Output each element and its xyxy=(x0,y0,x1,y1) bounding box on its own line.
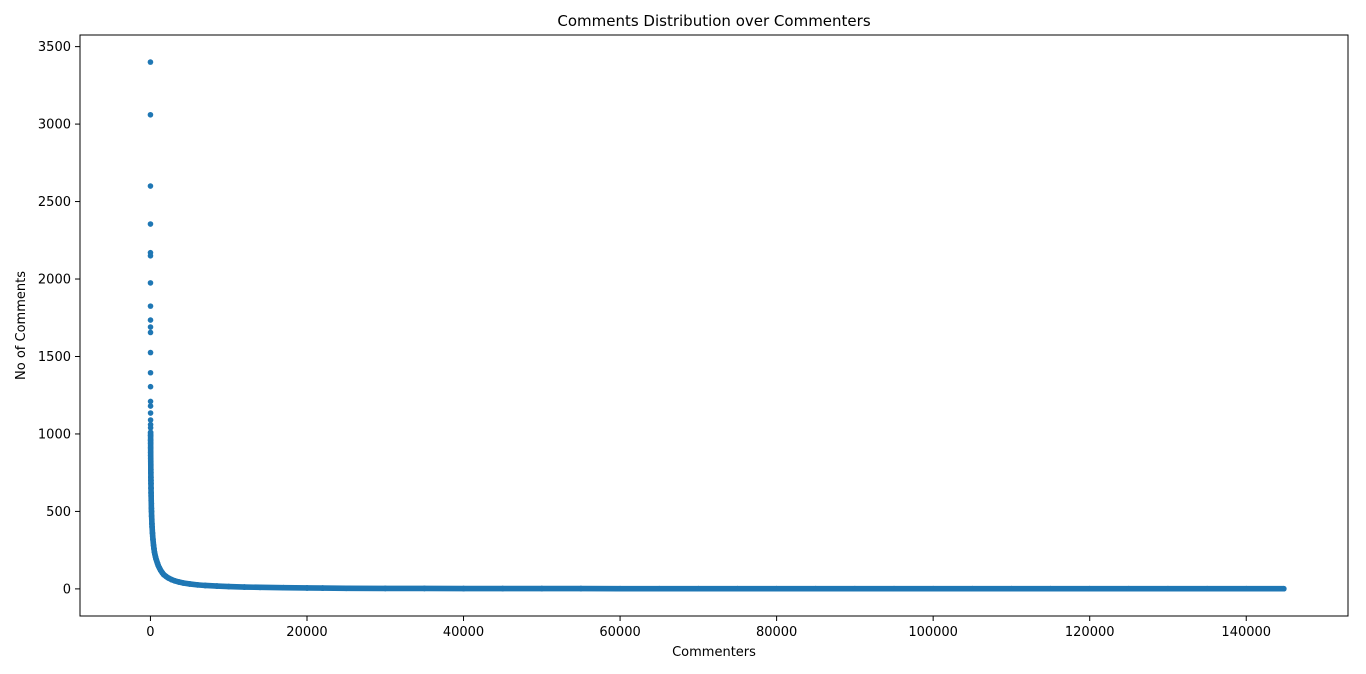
data-point xyxy=(147,183,154,189)
chart-title: Comments Distribution over Commenters xyxy=(557,12,870,30)
data-point xyxy=(147,221,154,227)
y-tick-label: 3000 xyxy=(38,118,71,133)
data-point xyxy=(147,369,154,376)
x-tick-label: 100000 xyxy=(908,625,958,640)
x-tick-label: 60000 xyxy=(599,625,640,640)
x-tick-label: 40000 xyxy=(443,625,484,640)
plot-frame xyxy=(79,34,1349,617)
data-point xyxy=(147,59,154,65)
data-point xyxy=(147,383,154,390)
data-point xyxy=(147,303,154,309)
data-point xyxy=(147,252,154,259)
data-point xyxy=(147,417,154,423)
y-tick-label: 2500 xyxy=(38,195,71,210)
x-tick-label: 20000 xyxy=(286,625,327,640)
x-tick-label: 140000 xyxy=(1221,625,1271,640)
data-point xyxy=(147,280,154,286)
y-axis-label: No of Comments xyxy=(14,271,29,380)
x-axis: 0 20000 40000 60000 80000 100000 120000 140000 xyxy=(146,616,1271,640)
y-tick-label: 3500 xyxy=(38,40,71,55)
data-point xyxy=(147,111,154,118)
points-layer xyxy=(147,59,1287,592)
data-point xyxy=(147,324,154,330)
y-axis: 0 500 1000 1500 2000 2500 3000 3500 xyxy=(38,40,80,597)
x-tick-label: 80000 xyxy=(756,625,797,640)
data-point xyxy=(147,424,154,431)
data-point xyxy=(147,349,154,356)
x-axis-label: Commenters xyxy=(672,645,756,660)
x-tick-label: 0 xyxy=(146,625,154,640)
data-point xyxy=(147,410,154,416)
y-tick-label: 1000 xyxy=(38,427,71,442)
data-point xyxy=(147,398,154,405)
data-point xyxy=(147,403,154,409)
data-point xyxy=(147,317,154,323)
y-tick-label: 2000 xyxy=(38,273,71,288)
y-tick-label: 0 xyxy=(63,582,71,597)
y-tick-label: 1500 xyxy=(38,350,71,365)
y-tick-label: 500 xyxy=(46,505,71,520)
x-tick-label: 120000 xyxy=(1065,625,1115,640)
data-point xyxy=(147,329,154,336)
